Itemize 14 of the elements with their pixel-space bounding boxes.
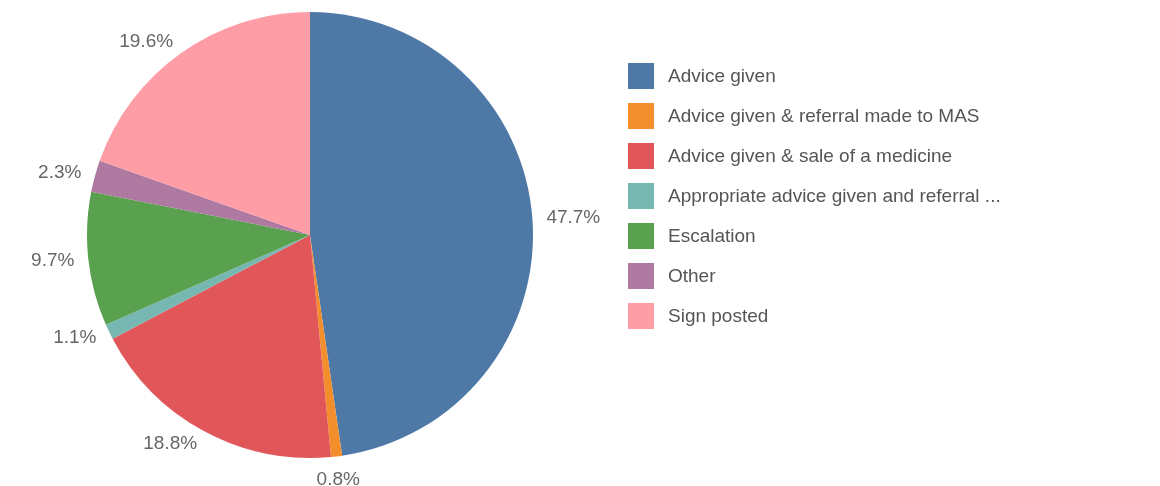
data-label: 0.8% xyxy=(316,468,360,486)
data-label: 19.6% xyxy=(119,29,174,51)
legend-label: Sign posted xyxy=(668,305,769,327)
legend-label: Advice given & referral made to MAS xyxy=(668,105,980,127)
data-label: 2.3% xyxy=(38,160,82,182)
legend-label: Advice given xyxy=(668,65,776,87)
legend-label: Other xyxy=(668,265,716,287)
legend-label: Advice given & sale of a medicine xyxy=(668,145,953,167)
data-label: 9.7% xyxy=(31,249,75,271)
legend-label: Appropriate advice given and referral ... xyxy=(668,185,1001,207)
data-label: 1.1% xyxy=(53,326,97,348)
data-label: 47.7% xyxy=(546,206,601,228)
legend-label: Escalation xyxy=(668,225,756,247)
data-label: 18.8% xyxy=(143,431,198,453)
